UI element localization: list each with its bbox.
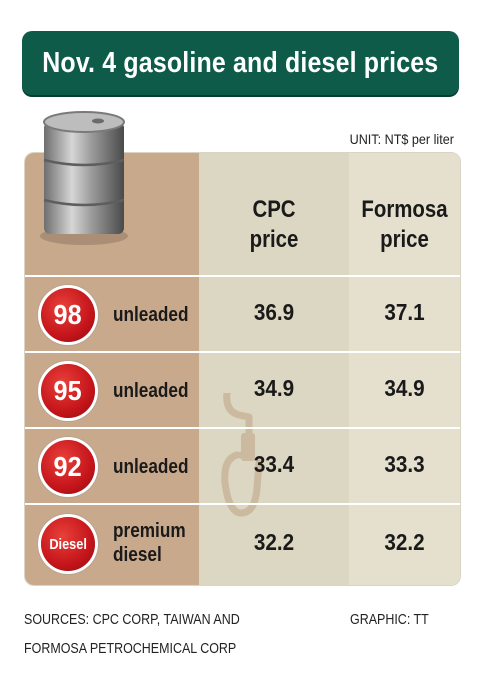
title-banner: Nov. 4 gasoline and diesel prices xyxy=(22,31,459,95)
row-label: premium diesel xyxy=(113,519,186,567)
row-label-line1: premium xyxy=(113,520,186,542)
badge-diesel: Diesel xyxy=(41,517,95,571)
formosa-value: 37.1 xyxy=(384,299,425,325)
cpc-column xyxy=(199,153,349,585)
header-cpc-line2: price xyxy=(249,226,299,253)
header-cpc-line1: CPC xyxy=(252,196,296,223)
badge-text: 92 xyxy=(53,451,83,482)
row-label: unleaded xyxy=(113,456,189,478)
row-divider xyxy=(25,351,460,353)
sources-line2: FORMOSA PETROCHEMICAL CORP xyxy=(24,641,237,657)
row-label: unleaded xyxy=(113,304,189,326)
row-divider xyxy=(25,503,460,505)
header-formosa-line2: price xyxy=(380,226,429,253)
cpc-value: 34.9 xyxy=(253,375,295,401)
cpc-value: 36.9 xyxy=(253,299,295,325)
badge-text: 98 xyxy=(53,299,83,330)
unit-label: UNIT: NT$ per liter xyxy=(349,131,454,147)
formosa-value: 33.3 xyxy=(384,451,425,477)
badge-92: 92 xyxy=(41,440,95,494)
chart-title: Nov. 4 gasoline and diesel prices xyxy=(42,46,439,79)
row-label: unleaded xyxy=(113,380,189,402)
formosa-column xyxy=(349,153,460,585)
badge-text: Diesel xyxy=(49,535,87,553)
formosa-value: 32.2 xyxy=(384,529,425,555)
row-divider xyxy=(25,275,460,277)
badge-95: 95 xyxy=(41,364,95,418)
header-formosa-line1: Formosa xyxy=(361,196,448,223)
badge-text: 95 xyxy=(53,375,83,406)
header-formosa: Formosa price xyxy=(357,195,451,255)
badge-98: 98 xyxy=(41,288,95,342)
oil-barrel-icon xyxy=(40,111,128,245)
cpc-value: 32.2 xyxy=(253,529,295,555)
graphic-credit: GRAPHIC: TT xyxy=(350,612,429,628)
row-label-line2: diesel xyxy=(113,544,162,566)
sources-line1: SOURCES: CPC CORP, TAIWAN AND xyxy=(24,612,240,628)
formosa-value: 34.9 xyxy=(384,375,425,401)
cpc-value: 33.4 xyxy=(253,451,295,477)
header-cpc: CPC price xyxy=(210,195,338,255)
row-divider xyxy=(25,427,460,429)
